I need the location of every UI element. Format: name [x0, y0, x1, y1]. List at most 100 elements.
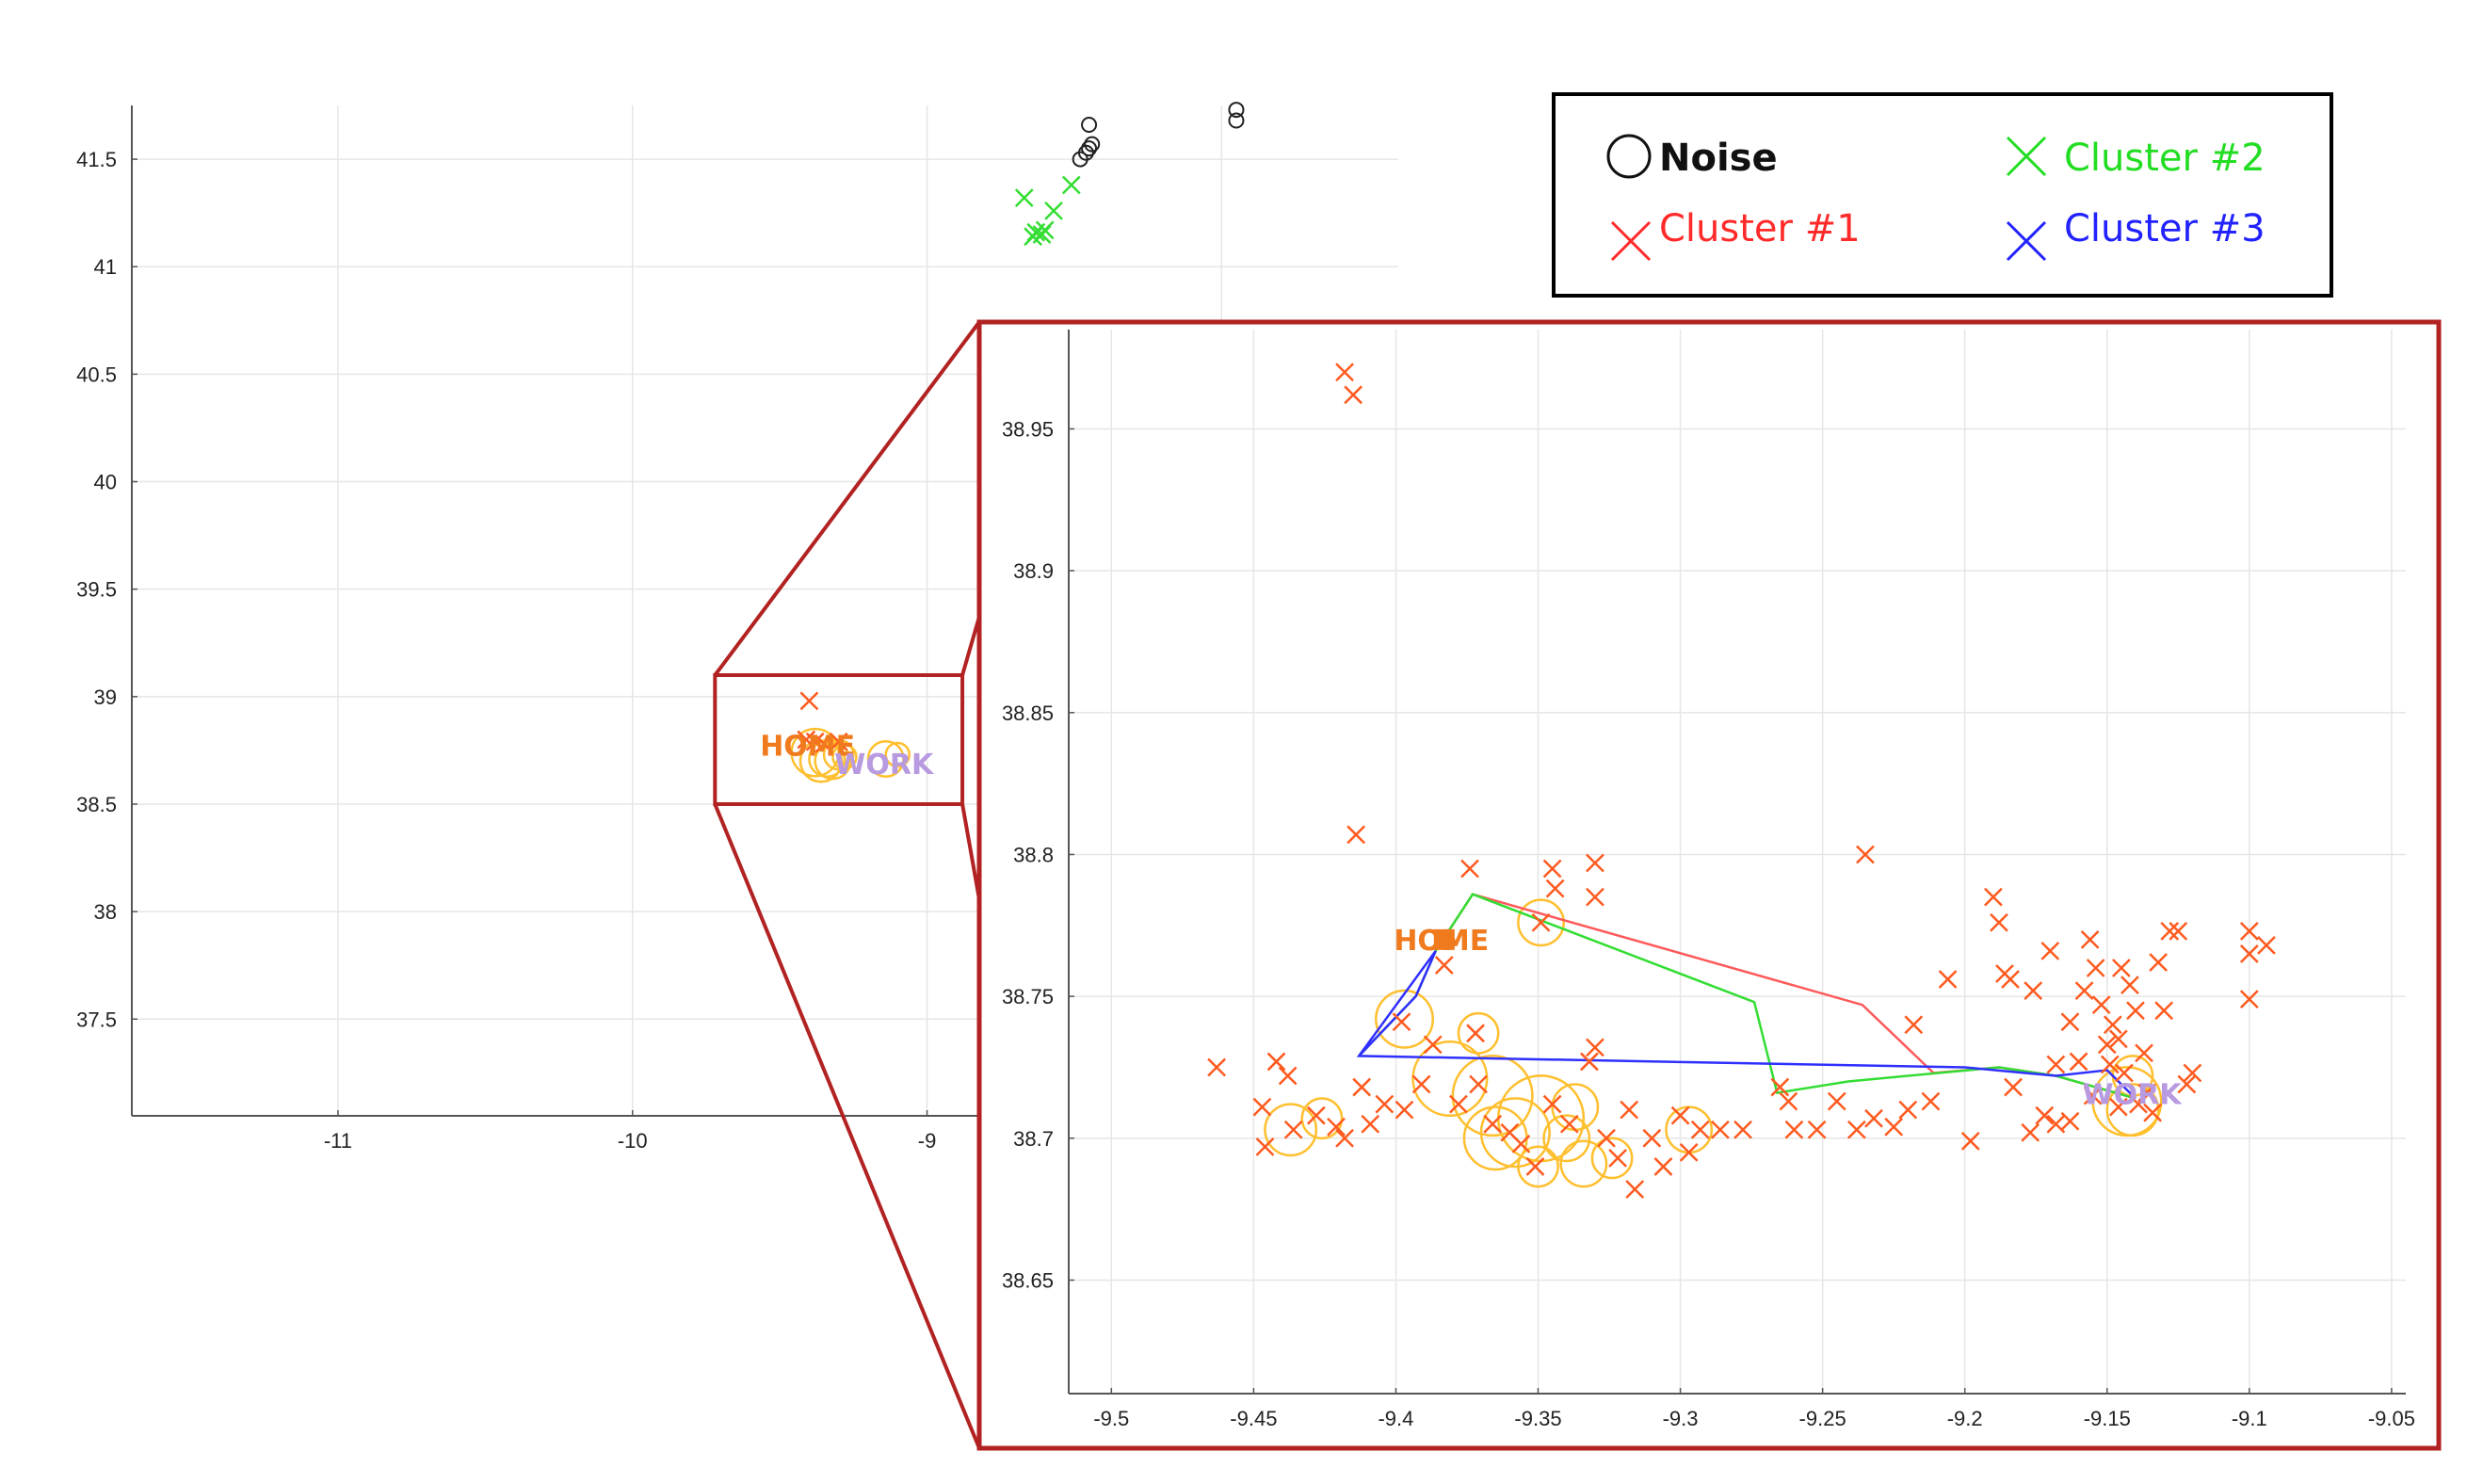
zoom-cluster1-point — [1710, 1120, 1730, 1139]
zoom-home-label: HOME — [1394, 925, 1489, 958]
zoom-cluster1-point — [1466, 1024, 1485, 1043]
zoom-cluster1-point — [2108, 1097, 2128, 1117]
zoom-cluster1-point — [1625, 1180, 1645, 1199]
zoom-cluster1-point — [1690, 1120, 1710, 1139]
zoom-xtick-label: -9.35 — [1514, 1407, 1561, 1430]
zoom-cluster1-point — [1344, 385, 1363, 405]
zoom-ytick-label: 38.9 — [1013, 559, 1054, 583]
zoom-cluster1-point — [2169, 921, 2188, 941]
zoom-cluster1-point — [1586, 1038, 1604, 1057]
overview-cluster2-point — [1014, 188, 1034, 208]
zoom-cluster1-point — [2100, 1055, 2120, 1074]
overview-ytick-label: 40.5 — [76, 363, 117, 386]
zoom-connector-line — [960, 803, 981, 900]
zoom-cluster1-point — [1586, 887, 1604, 907]
zoom-dwell-circle — [1542, 1114, 1591, 1163]
overview-ytick-label: 38 — [94, 900, 117, 924]
overview-noise-point — [1081, 117, 1098, 134]
zoom-cluster1-point — [1827, 1091, 1846, 1111]
zoom-cluster1-point — [2074, 981, 2094, 1000]
zoom-cluster1-point — [2135, 1043, 2153, 1063]
zoom-source-box — [713, 672, 965, 806]
zoom-cluster1-point — [2154, 1001, 2174, 1021]
zoom-dwell-circle — [1590, 1137, 1634, 1180]
zoom-dwell-circle — [1479, 1097, 1551, 1169]
zoom-cluster1-point — [1542, 859, 1562, 879]
zoom-dwell-circle — [1375, 989, 1434, 1049]
zoom-cluster1-point — [1586, 853, 1604, 873]
zoom-cluster1-point — [1255, 1137, 1275, 1156]
zoom-connector-line — [713, 803, 981, 1449]
zoom-cluster1-point — [1608, 1149, 1627, 1168]
zoom-cluster1-point — [2060, 1111, 2080, 1131]
zoom-cluster1-point — [1580, 1052, 1599, 1072]
zoom-dwell-circle — [2105, 1083, 2160, 1137]
zoom-dwell-circle — [1451, 1055, 1534, 1137]
zoom-cluster1-point — [1460, 859, 1479, 879]
zoom-dwell-circle — [1264, 1103, 1318, 1157]
overview-xtick-label: -11 — [324, 1129, 352, 1153]
zoom-cluster1-point — [2103, 1015, 2122, 1035]
zoom-cluster1-point — [2126, 1001, 2145, 1021]
zoom-cluster1-point — [2143, 1103, 2162, 1122]
overview-ytick-label: 37.5 — [76, 1008, 117, 1031]
overview-ytick-label: 41.5 — [76, 148, 117, 171]
zoom-cluster1-point — [2046, 1114, 2066, 1134]
zoom-cluster1-point — [2004, 1077, 2023, 1097]
overview-ytick-label: 39.5 — [76, 578, 117, 602]
zoom-home-marker — [1433, 928, 1455, 950]
overview-cluster1-point — [799, 691, 819, 711]
zoom-cluster1-point — [1779, 1091, 1798, 1111]
overview-work-label: WORK — [834, 749, 935, 782]
zoom-cluster1-point — [1784, 1120, 1804, 1139]
zoom-connector-line — [713, 320, 981, 677]
zoom-cluster1-point — [2111, 959, 2131, 977]
zoom-cluster1-point — [1375, 1094, 1395, 1114]
zoom-cluster1-point — [1642, 1128, 1662, 1148]
zoom-cluster1-point — [2083, 1086, 2103, 1105]
zoom-dwell-circle — [1517, 1145, 1559, 1188]
zoom-route-blue — [1356, 950, 2136, 1100]
overview-xtick-label: -9 — [918, 1129, 937, 1153]
zoom-ytick-label: 38.8 — [1013, 843, 1054, 866]
zoom-cluster1-point — [2035, 1105, 2055, 1125]
zoom-cluster1-point — [2108, 1029, 2128, 1049]
zoom-cluster1-point — [1545, 879, 1565, 898]
zoom-cluster1-point — [2080, 929, 2100, 949]
zoom-connector — [713, 320, 981, 1449]
zoom-cluster1-point — [1847, 1120, 1866, 1139]
zoom-cluster1-point — [1327, 1117, 1346, 1137]
zoom-cluster1-point — [1990, 912, 2008, 932]
overview-noise-point — [1084, 136, 1101, 153]
zoom-cluster1-point — [1511, 1134, 1531, 1153]
zoom-dwell-circle — [1300, 1097, 1344, 1140]
zoom-cluster1-point — [1542, 1094, 1562, 1114]
zoom-cluster1-point — [1306, 1105, 1326, 1125]
zoom-cluster1-point — [2040, 942, 2060, 960]
overview-cluster2-point — [1061, 175, 1081, 195]
zoom-cluster1-point — [1434, 956, 1454, 975]
overview-cluster1-point — [829, 732, 848, 751]
zoom-cluster1-point — [1559, 1114, 1579, 1134]
zoom-cluster1-point — [2149, 953, 2169, 972]
zoom-cluster1-point — [1653, 1157, 1673, 1176]
zoom-cluster1-point — [2183, 1063, 2202, 1083]
zoom-cluster1-point — [1921, 1091, 1941, 1111]
zoom-cluster1-point — [2160, 921, 2180, 941]
legend: Noise Cluster #2 Cluster #1 Cluster #3 — [1552, 92, 2333, 298]
overview-dwell-circle — [866, 740, 905, 779]
zoom-cluster1-point — [1770, 1077, 1790, 1097]
zoom-cluster1-point — [1807, 1120, 1827, 1139]
zoom-cluster1-point — [2177, 1074, 2197, 1094]
zoom-cluster1-point — [2021, 1122, 2040, 1142]
overview-xtick-label: -10 — [618, 1129, 648, 1153]
zoom-cluster1-point — [2120, 976, 2139, 994]
zoom-xtick-label: -9.15 — [2084, 1407, 2131, 1430]
overview-dwell-circle — [814, 742, 852, 781]
overview-noise-point — [1228, 102, 1245, 119]
zoom-cluster1-point — [1597, 1128, 1616, 1148]
zoom-chart: -9.5 -9.45 -9.4 -9.35 -9.3 -9.25 -9.2 -9.15 -9.1… — [976, 319, 2442, 1451]
zoom-cluster1-point — [1335, 363, 1354, 382]
zoom-cluster1-point — [1266, 1052, 1286, 1072]
zoom-ytick-label: 38.7 — [1013, 1127, 1054, 1151]
